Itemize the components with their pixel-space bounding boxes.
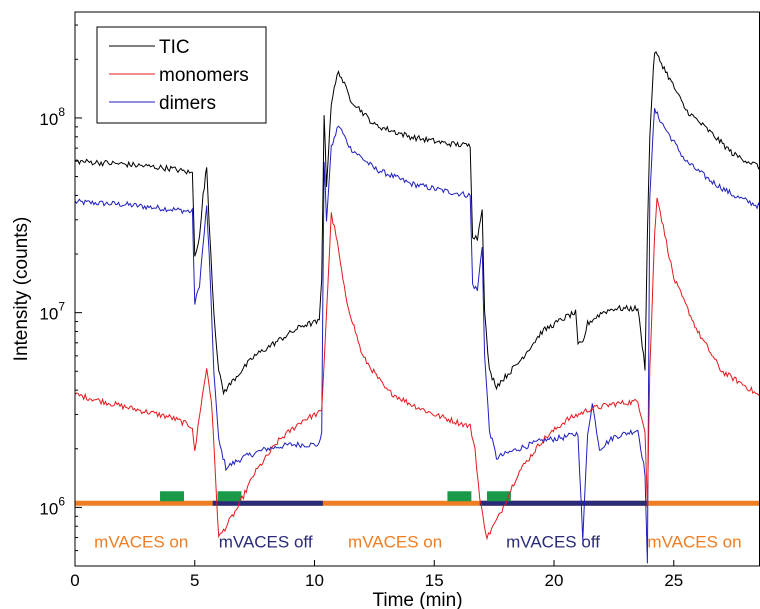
series-line-TIC	[75, 51, 760, 396]
x-axis-label: Time (min)	[372, 590, 462, 609]
legend: TIC monomers dimers	[96, 26, 267, 124]
event-marker	[447, 491, 472, 502]
data-layer	[75, 51, 760, 564]
x-tick-label: 20	[545, 571, 564, 590]
legend-box	[96, 26, 267, 124]
legend-label: TIC	[159, 37, 190, 58]
mvaces-annotation: mVACES on	[94, 532, 188, 551]
y-tick-label: 108	[39, 105, 65, 129]
y-axis-label: Intensity (counts)	[11, 217, 32, 362]
series-line-monomers	[75, 197, 760, 541]
mvaces-annotation: mVACES off	[506, 532, 600, 551]
x-tick-label: 5	[190, 571, 199, 590]
x-tick-label: 25	[664, 571, 683, 590]
x-tick-label: 10	[305, 571, 324, 590]
y-tick-label: 107	[39, 300, 65, 324]
labels-layer: mVACES on mVACES off mVACES on mVACES off mV…	[94, 532, 741, 551]
plot-area	[75, 51, 760, 564]
event-marker	[486, 491, 511, 502]
mvaces-annotation: mVACES on	[647, 532, 741, 551]
x-tick-label: 15	[425, 571, 444, 590]
event-marker	[217, 491, 242, 502]
mvaces-annotation: mVACES on	[348, 532, 442, 551]
legend-label: dimers	[159, 93, 216, 114]
legend-label: monomers	[159, 65, 249, 86]
event-marker	[160, 491, 184, 502]
series-line-dimers	[75, 108, 760, 564]
mvaces-annotation: mVACES off	[219, 532, 313, 551]
x-tick-label: 0	[70, 571, 79, 590]
y-tick-label: 106	[39, 494, 65, 518]
ticks-layer: 0 5 10 15 20 25 106 107 108	[39, 24, 683, 590]
